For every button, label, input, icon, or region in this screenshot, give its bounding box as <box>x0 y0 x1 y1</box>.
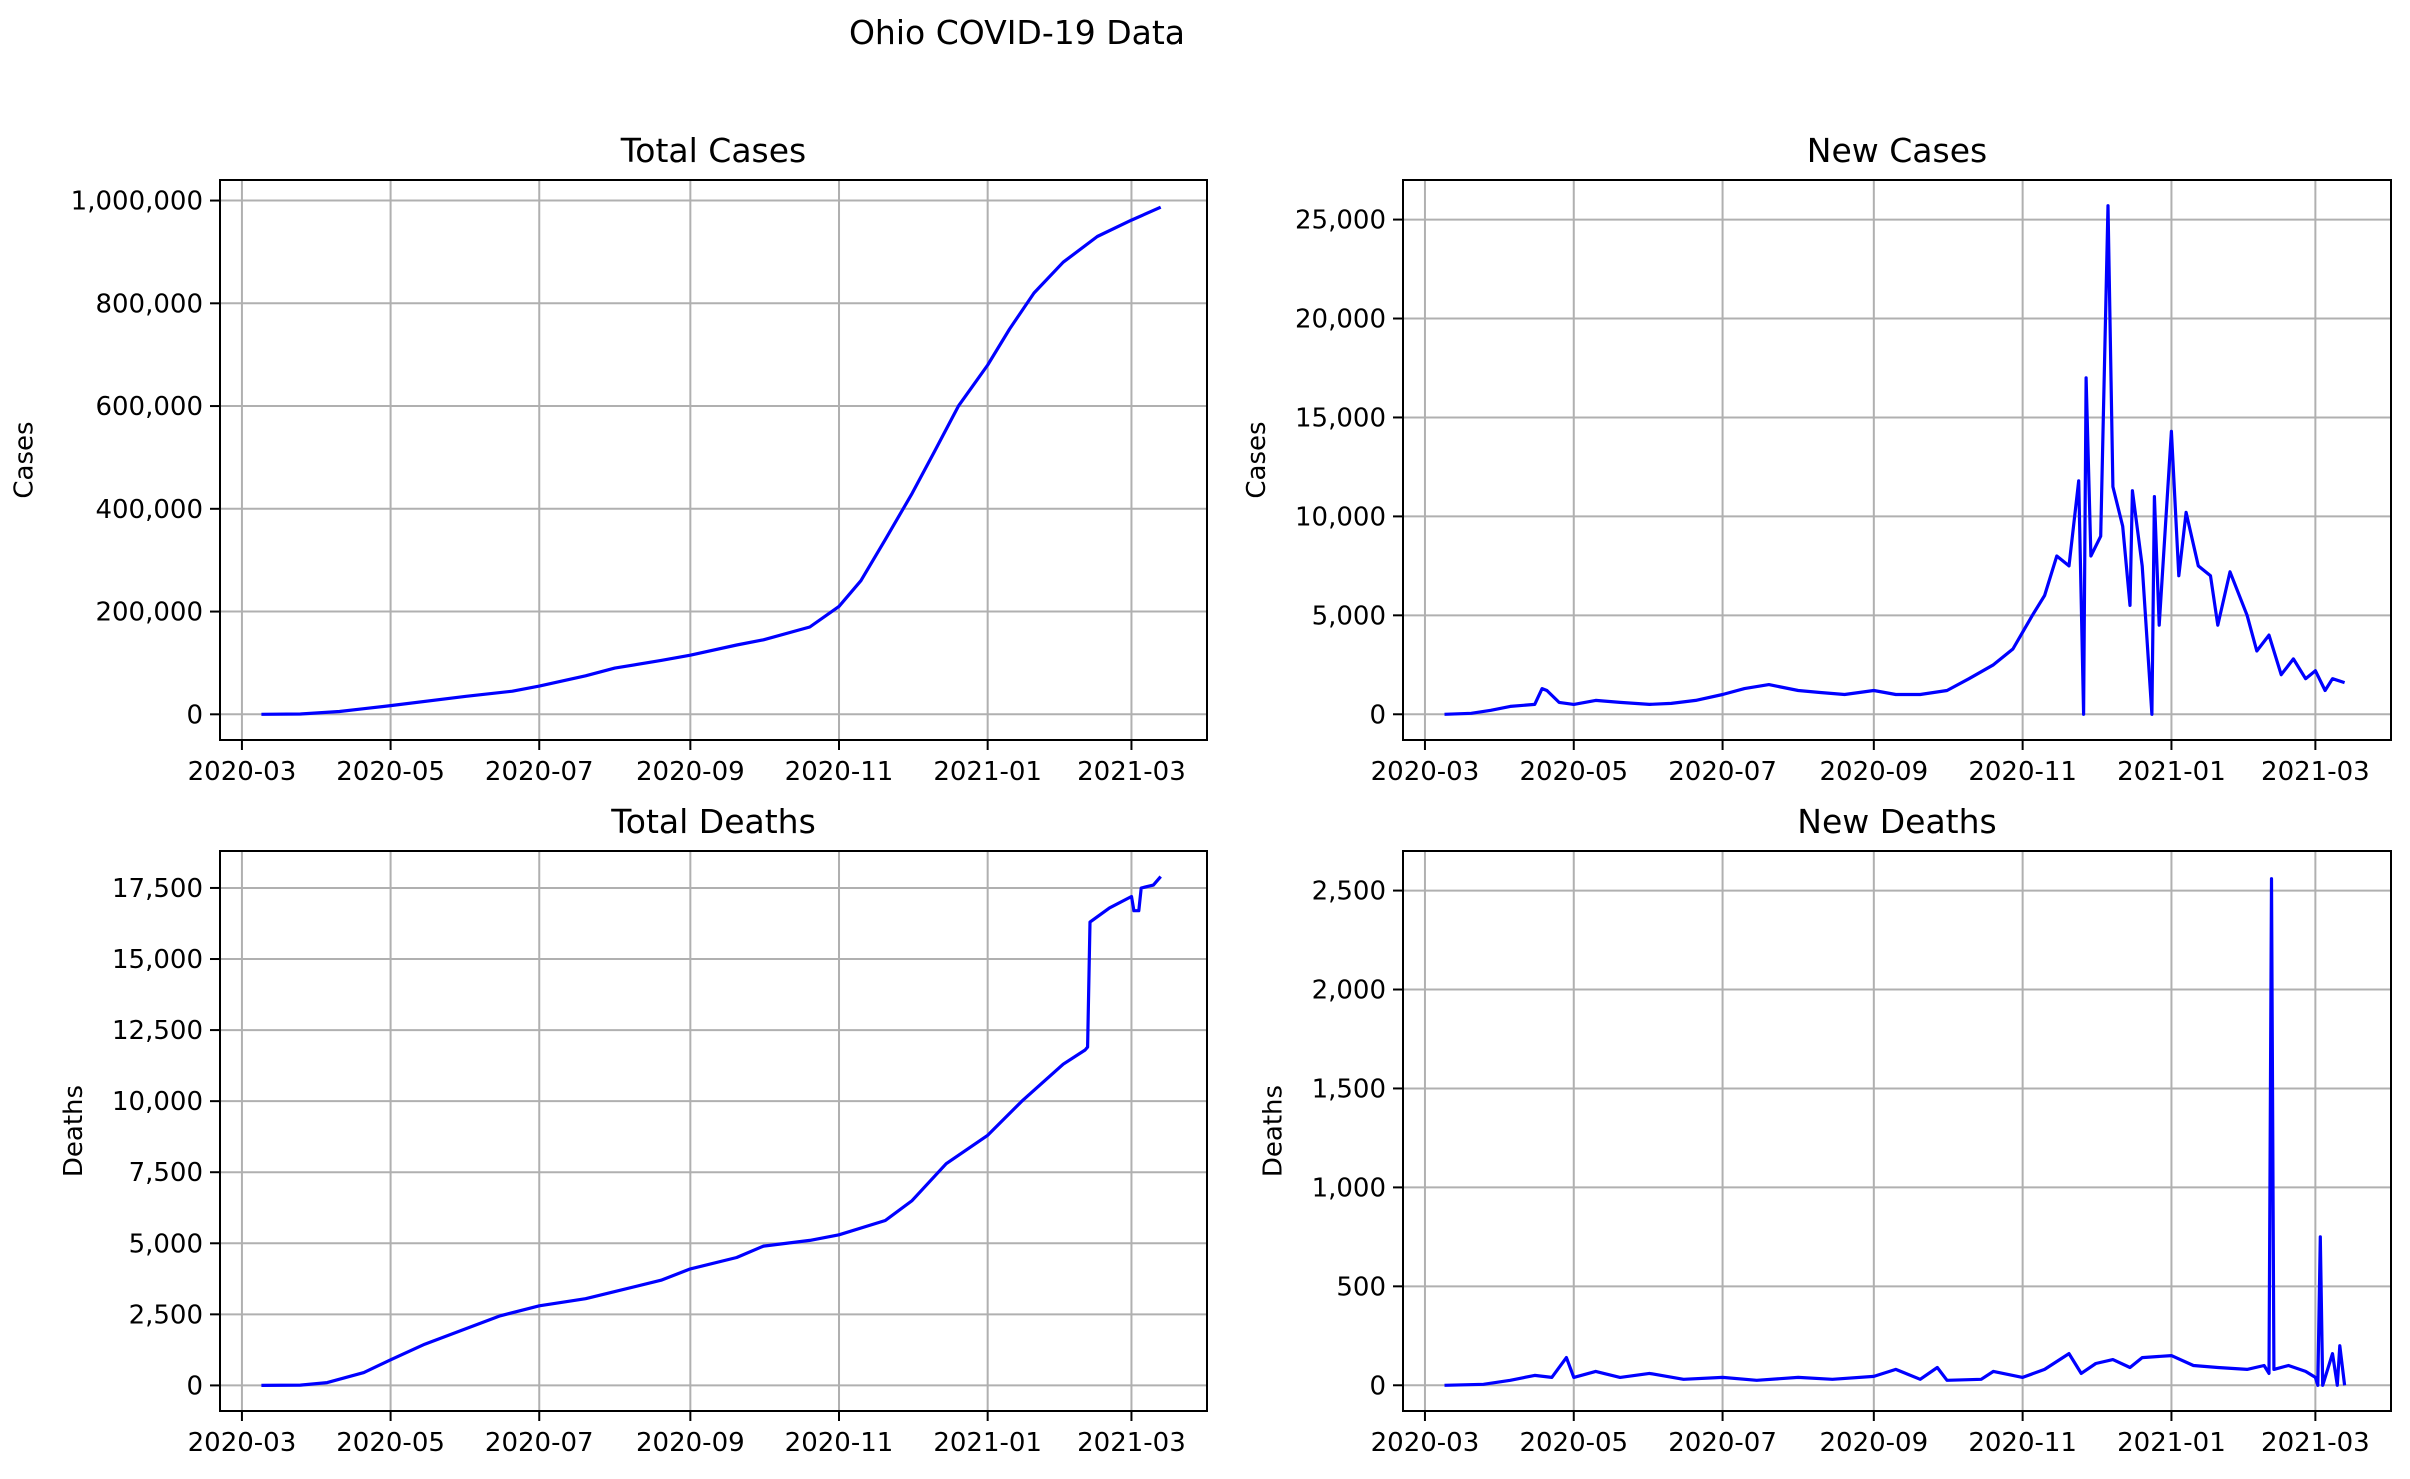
y-axis-label: Deaths <box>1259 1085 1289 1177</box>
x-tick-label: 2020-03 <box>188 1428 297 1458</box>
chart-panel-2: 2020-03 2020-05 2020-07 2020-09 2020-11 2021-… <box>1242 131 2392 787</box>
x-tick-label: 2020-07 <box>485 757 594 787</box>
x-tick-label: 2021-01 <box>933 757 1042 787</box>
chart-panel-4: 2020-03 2020-05 2020-07 2020-09 2020-11 2021-… <box>1259 802 2392 1458</box>
y-tick-label: 0 <box>1369 1371 1386 1401</box>
y-tick-label: 25,000 <box>1295 206 1386 236</box>
y-tick-label: 800,000 <box>95 289 203 319</box>
y-tick-label: 2,500 <box>1312 877 1386 907</box>
x-tick-label: 2020-05 <box>336 757 445 787</box>
x-tick-label: 2021-01 <box>2117 1428 2226 1458</box>
x-tick-label: 2020-07 <box>485 1428 594 1458</box>
x-tick-label: 2021-03 <box>2261 757 2370 787</box>
x-tick-label: 2021-03 <box>1077 1428 1186 1458</box>
y-tick-label: 5,000 <box>1312 601 1386 631</box>
y-axis-label: Deaths <box>59 1085 89 1177</box>
y-tick-label: 7,500 <box>129 1158 203 1188</box>
x-tick-label: 2021-01 <box>933 1428 1042 1458</box>
y-tick-label: 500 <box>1336 1272 1386 1302</box>
y-tick-label: 200,000 <box>95 598 203 628</box>
chart-title: New Cases <box>1807 131 1987 170</box>
x-tick-label: 2020-03 <box>188 757 297 787</box>
y-tick-label: 20,000 <box>1295 305 1386 335</box>
y-tick-label: 1,500 <box>1312 1074 1386 1104</box>
x-tick-label: 2020-05 <box>1519 1428 1628 1458</box>
x-tick-label: 2020-09 <box>1820 1428 1929 1458</box>
y-tick-label: 0 <box>186 1371 203 1401</box>
y-tick-label: 15,000 <box>1295 403 1386 433</box>
y-tick-label: 600,000 <box>95 392 203 422</box>
chart-title: New Deaths <box>1797 802 1996 841</box>
chart-title: Total Cases <box>620 131 807 170</box>
y-tick-label: 400,000 <box>95 495 203 525</box>
plot-frame <box>219 850 1208 1412</box>
x-tick-label: 2020-09 <box>636 1428 745 1458</box>
x-tick-label: 2020-11 <box>1968 757 2077 787</box>
x-tick-label: 2020-03 <box>1371 1428 1480 1458</box>
plot-frame <box>1402 179 2392 741</box>
y-tick-label: 2,000 <box>1312 976 1386 1006</box>
y-tick-label: 1,000 <box>1312 1173 1386 1203</box>
series-line <box>261 205 1162 716</box>
figure-title: Ohio COVID-19 Data <box>849 13 1185 52</box>
plot-frame <box>1402 850 2392 1412</box>
x-tick-label: 2021-01 <box>2117 757 2226 787</box>
y-tick-label: 12,500 <box>112 1016 203 1046</box>
x-tick-label: 2020-07 <box>1668 1428 1777 1458</box>
chart-panel-3: 2020-03 2020-05 2020-07 2020-09 2020-11 2021-… <box>59 802 1208 1458</box>
plot-frame <box>219 179 1208 741</box>
y-tick-label: 17,500 <box>112 874 203 904</box>
x-tick-label: 2020-09 <box>1820 757 1929 787</box>
series-line <box>1444 877 2347 1387</box>
y-axis-label: Cases <box>10 421 40 498</box>
y-tick-label: 10,000 <box>112 1087 203 1117</box>
y-tick-label: 10,000 <box>1295 502 1386 532</box>
x-tick-label: 2021-03 <box>1077 757 1186 787</box>
chart-panel-1: 2020-03 2020-05 2020-07 2020-09 2020-11 2021-… <box>10 131 1208 787</box>
x-tick-label: 2020-11 <box>785 1428 894 1458</box>
y-tick-label: 5,000 <box>129 1229 203 1259</box>
x-tick-label: 2020-03 <box>1371 757 1480 787</box>
y-axis-label: Cases <box>1242 421 1272 498</box>
x-tick-label: 2020-09 <box>636 757 745 787</box>
x-tick-label: 2020-07 <box>1668 757 1777 787</box>
x-tick-label: 2020-05 <box>1519 757 1628 787</box>
series-line <box>261 875 1162 1387</box>
y-tick-label: 1,000,000 <box>71 187 203 217</box>
x-tick-label: 2020-11 <box>785 757 894 787</box>
y-tick-label: 15,000 <box>112 945 203 975</box>
x-tick-label: 2021-03 <box>2261 1428 2370 1458</box>
x-tick-label: 2020-05 <box>336 1428 445 1458</box>
y-tick-label: 2,500 <box>129 1300 203 1330</box>
chart-title: Total Deaths <box>610 802 816 841</box>
y-tick-label: 0 <box>1369 700 1386 730</box>
y-tick-label: 0 <box>186 700 203 730</box>
x-tick-label: 2020-11 <box>1968 1428 2077 1458</box>
series-line <box>1444 204 2346 716</box>
